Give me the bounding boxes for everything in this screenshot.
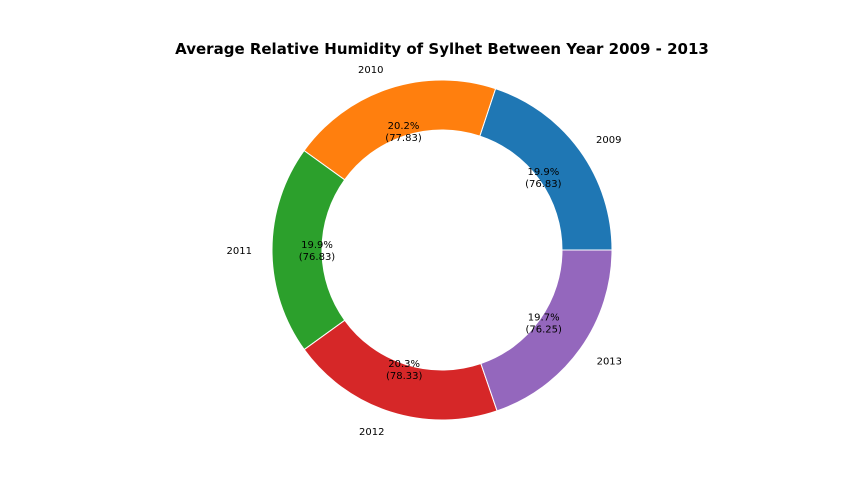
percent-label-2009: 19.9% (76.83): [525, 167, 562, 190]
percent-label-2013: 19.7% (76.25): [525, 313, 562, 336]
raw-value-2009: (76.83): [525, 179, 562, 190]
percent-value-2013: 19.7%: [528, 313, 560, 324]
category-label-2010: 2010: [358, 65, 383, 76]
raw-value-2012: (78.33): [386, 371, 423, 382]
percent-value-2012: 20.3%: [388, 359, 420, 370]
category-label-2013: 2013: [597, 356, 622, 367]
percent-label-2012: 20.3% (78.33): [386, 359, 423, 382]
category-label-2011: 2011: [227, 246, 252, 257]
percent-label-2010: 20.2% (77.83): [385, 121, 422, 144]
raw-value-2011: (76.83): [299, 252, 336, 263]
percent-value-2010: 20.2%: [388, 121, 420, 132]
category-label-2009: 2009: [596, 135, 621, 146]
chart-title: Average Relative Humidity of Sylhet Betw…: [175, 40, 709, 58]
raw-value-2010: (77.83): [385, 133, 422, 144]
percent-label-2011: 19.9% (76.83): [299, 240, 336, 263]
raw-value-2013: (76.25): [525, 325, 562, 336]
donut-slices: [271, 79, 613, 421]
slice-2013: [480, 249, 613, 412]
percent-value-2009: 19.9%: [527, 167, 559, 178]
category-label-2012: 2012: [359, 427, 384, 438]
percent-value-2011: 19.9%: [301, 240, 333, 251]
